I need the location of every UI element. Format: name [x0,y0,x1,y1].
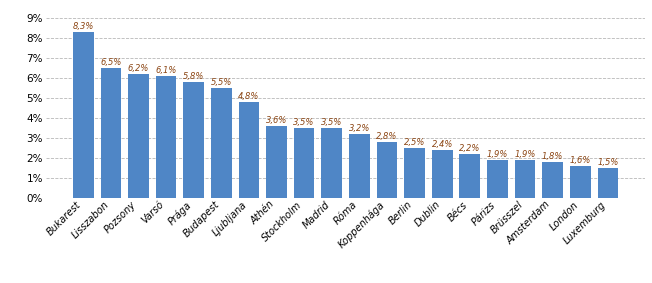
Bar [570,166,591,198]
Bar [349,134,370,198]
Bar [211,88,231,198]
Bar [266,126,287,198]
Bar [156,76,177,198]
Text: 3,2%: 3,2% [349,124,370,133]
Bar [321,128,342,198]
Text: 3,5%: 3,5% [321,118,342,127]
Bar [597,168,618,198]
Text: 5,8%: 5,8% [183,72,204,81]
Bar [239,102,259,198]
Text: 4,8%: 4,8% [238,92,259,101]
Text: 2,4%: 2,4% [432,140,453,149]
Bar [73,33,94,198]
Text: 2,2%: 2,2% [459,144,481,153]
Bar [128,74,149,198]
Text: 3,6%: 3,6% [266,116,288,125]
Bar [432,150,452,198]
Text: 1,6%: 1,6% [570,156,591,165]
Bar [460,154,480,198]
Bar [100,68,121,198]
Text: 5,5%: 5,5% [211,78,232,87]
Text: 1,9%: 1,9% [487,150,508,159]
Bar [377,142,397,198]
Text: 8,3%: 8,3% [72,22,94,31]
Text: 2,8%: 2,8% [376,132,398,141]
Bar [487,160,508,198]
Text: 1,8%: 1,8% [542,152,563,161]
Bar [404,148,425,198]
Text: 6,5%: 6,5% [100,58,121,67]
Bar [542,162,563,198]
Bar [183,82,204,198]
Text: 6,2%: 6,2% [128,64,149,73]
Bar [514,160,535,198]
Text: 2,5%: 2,5% [404,138,425,147]
Text: 1,5%: 1,5% [597,158,619,167]
Text: 6,1%: 6,1% [155,66,177,75]
Text: 1,9%: 1,9% [514,150,536,159]
Bar [294,128,314,198]
Text: 3,5%: 3,5% [293,118,315,127]
